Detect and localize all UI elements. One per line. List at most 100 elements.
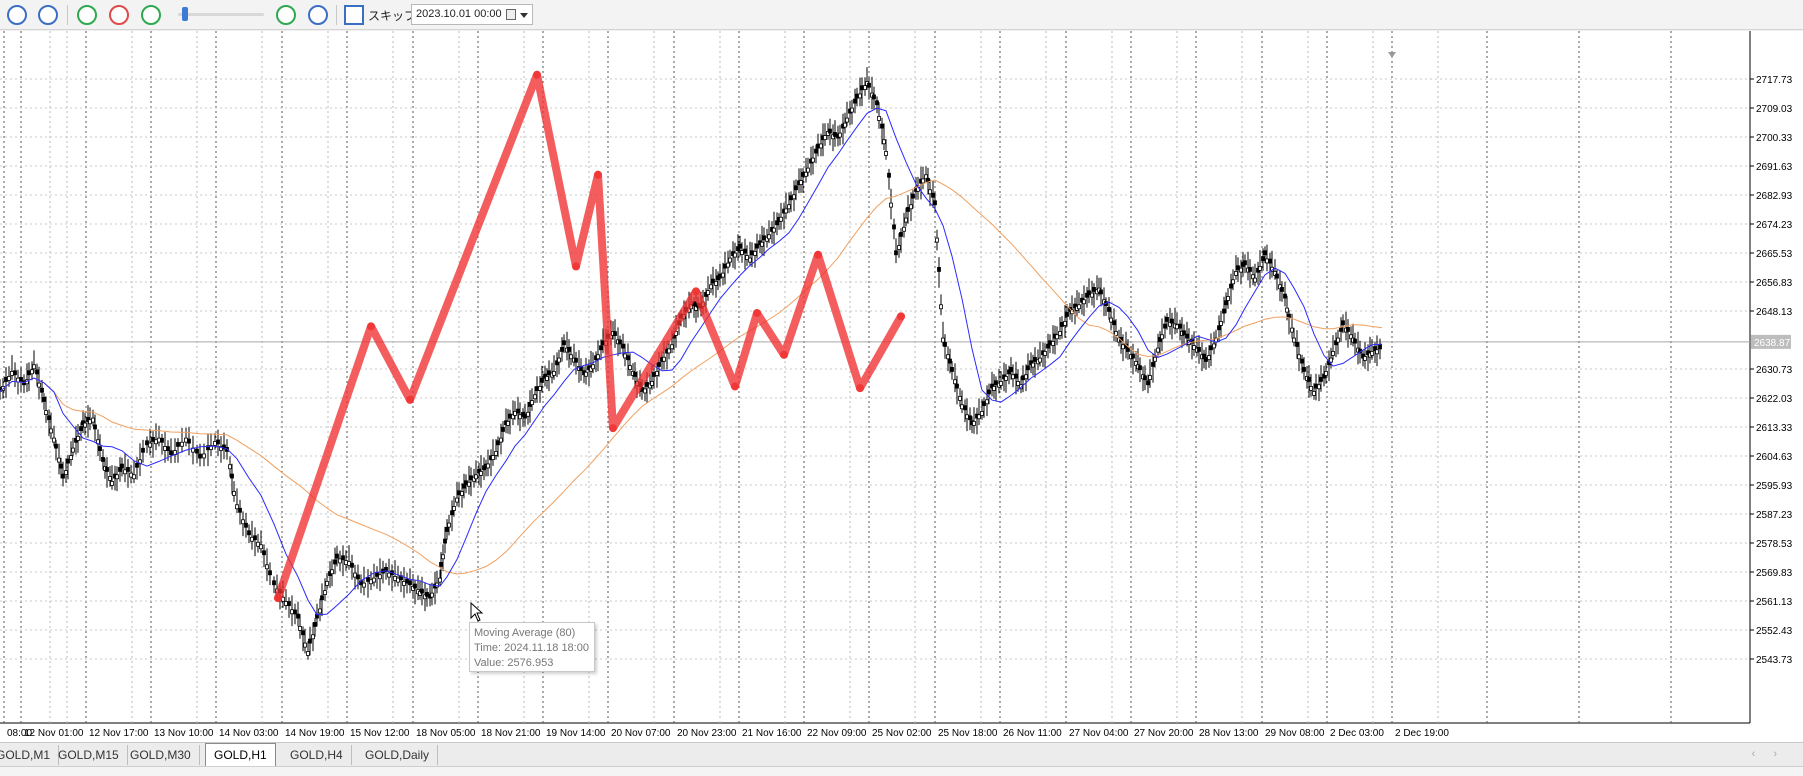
zigzag-point bbox=[367, 322, 375, 331]
tab-gold-m15[interactable]: GOLD,M15 bbox=[50, 745, 128, 765]
candle-body bbox=[460, 491, 464, 496]
candle-body bbox=[633, 372, 637, 377]
candle-body bbox=[287, 601, 291, 606]
price-tick-label: 2630.73 bbox=[1756, 365, 1793, 376]
candle-body bbox=[1297, 354, 1301, 360]
candle-body bbox=[738, 243, 742, 249]
skip-label[interactable]: スキップ bbox=[368, 9, 417, 23]
candle-body bbox=[66, 458, 70, 464]
candle-body bbox=[560, 347, 564, 352]
candle-body bbox=[320, 595, 324, 601]
candle-body bbox=[662, 356, 666, 362]
time-tick-label: 21 Nov 16:00 bbox=[742, 728, 802, 739]
candle-body bbox=[209, 445, 213, 451]
candle-body bbox=[52, 437, 56, 443]
candle-body bbox=[344, 560, 348, 565]
candle-body bbox=[491, 455, 495, 461]
candle-body bbox=[425, 592, 429, 597]
candle-body bbox=[767, 234, 771, 240]
candle-body bbox=[1207, 355, 1211, 361]
candle-body bbox=[61, 473, 65, 479]
play-icon[interactable] bbox=[77, 5, 97, 25]
tab-gold-h4[interactable]: GOLD,H4 bbox=[282, 745, 352, 765]
candle-body bbox=[882, 139, 886, 145]
candle-body bbox=[838, 132, 842, 138]
candle-body bbox=[784, 208, 788, 214]
candle-body bbox=[1295, 342, 1299, 347]
candle-body bbox=[438, 577, 442, 583]
candle-body bbox=[928, 189, 932, 195]
candle-body bbox=[235, 504, 239, 510]
candle-body bbox=[132, 474, 136, 480]
chevron-down-icon[interactable] bbox=[520, 13, 528, 18]
skip-icon[interactable] bbox=[344, 5, 364, 25]
candle-body bbox=[259, 544, 263, 550]
candle-body bbox=[621, 343, 625, 349]
candle-body bbox=[992, 386, 996, 391]
zigzag-point bbox=[274, 594, 282, 603]
step-forward-icon[interactable] bbox=[308, 5, 328, 25]
speed-slider-thumb[interactable] bbox=[182, 7, 188, 21]
candle-body bbox=[384, 567, 388, 572]
candle-body bbox=[13, 370, 17, 376]
candle-body bbox=[902, 226, 906, 232]
candle-body bbox=[960, 404, 964, 410]
time-marker-icon bbox=[1388, 52, 1396, 58]
zoom-out-icon[interactable] bbox=[38, 5, 58, 25]
tab-gold-m1[interactable]: GOLD,M1 bbox=[0, 745, 60, 765]
candle-body bbox=[911, 193, 915, 199]
speed-slider-track[interactable] bbox=[178, 13, 264, 16]
candle-body bbox=[845, 117, 849, 123]
candle-body bbox=[623, 353, 627, 359]
date-picker[interactable]: 2023.10.01 00:00 bbox=[411, 4, 533, 25]
candle-body bbox=[750, 250, 754, 256]
fast-forward-icon[interactable] bbox=[276, 5, 296, 25]
candle-body bbox=[1248, 267, 1252, 272]
candle-body bbox=[1290, 327, 1294, 333]
candle-body bbox=[35, 369, 39, 375]
candle-body bbox=[557, 357, 561, 363]
candle-body bbox=[1292, 337, 1296, 343]
candle-body bbox=[1048, 340, 1052, 346]
candle-body bbox=[799, 180, 803, 186]
candle-body bbox=[1307, 377, 1311, 382]
candle-body bbox=[91, 417, 95, 423]
candle-body bbox=[284, 601, 288, 606]
zoom-in-icon[interactable] bbox=[7, 5, 27, 25]
tester-toolbar: スキップ 2023.10.01 00:00 bbox=[0, 0, 1803, 30]
candle-body bbox=[1363, 356, 1367, 361]
rewind-icon[interactable] bbox=[141, 5, 161, 25]
candle-body bbox=[356, 574, 360, 580]
tooltip-title: Moving Average (80) bbox=[474, 627, 576, 639]
candle-body bbox=[709, 284, 713, 290]
price-tick-label: 2613.33 bbox=[1756, 423, 1793, 434]
calendar-icon[interactable] bbox=[506, 9, 516, 20]
candle-body bbox=[1038, 357, 1042, 363]
candle-body bbox=[306, 651, 310, 656]
candle-body bbox=[999, 381, 1003, 386]
tab-gold-h1[interactable]: GOLD,H1 bbox=[205, 743, 276, 766]
price-chart[interactable]: 08:00 12 Nov 01:00 12 Nov 17:00 13 Nov 10:0… bbox=[0, 31, 1803, 742]
candle-body bbox=[1370, 351, 1374, 356]
tab-gold-daily[interactable]: GOLD,Daily bbox=[357, 745, 439, 765]
candle-body bbox=[985, 399, 989, 405]
candle-body bbox=[1336, 337, 1340, 343]
stop-icon[interactable] bbox=[109, 5, 129, 25]
candle-body bbox=[843, 122, 847, 128]
candle-body bbox=[1024, 374, 1028, 380]
candle-body bbox=[333, 559, 337, 565]
tab-gold-m30[interactable]: GOLD,M30 bbox=[122, 745, 200, 765]
candle-body bbox=[1209, 345, 1213, 351]
candle-body bbox=[32, 364, 36, 370]
candle-body bbox=[405, 578, 409, 584]
tab-scroll-arrows[interactable]: ‹› bbox=[1751, 748, 1795, 760]
zigzag-point bbox=[753, 309, 761, 318]
candle-body bbox=[157, 437, 161, 443]
time-tick-label: 27 Nov 04:00 bbox=[1069, 728, 1129, 739]
zigzag-indicator-line bbox=[274, 70, 905, 603]
candle-body bbox=[313, 622, 317, 627]
candle-body bbox=[953, 379, 957, 385]
candle-body bbox=[552, 371, 556, 376]
candle-body bbox=[804, 171, 808, 177]
